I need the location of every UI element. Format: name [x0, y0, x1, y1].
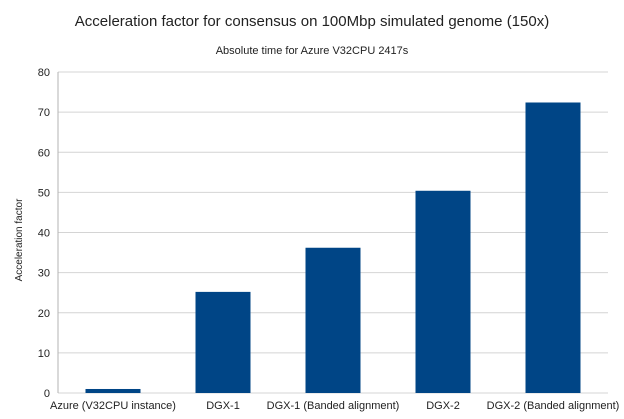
bar-dgx-1-banded-alignment	[305, 247, 361, 393]
y-tick-label: 0	[44, 388, 50, 400]
bar-dgx-2-banded-alignment	[525, 102, 581, 394]
x-tick-label: DGX-1	[206, 400, 240, 412]
y-tick-label: 80	[38, 67, 50, 79]
gridlines	[57, 71, 608, 394]
y-tick-label: 60	[38, 147, 50, 159]
y-tick-label: 50	[38, 187, 50, 199]
y-axis-label: Acceleration factor	[14, 198, 25, 281]
bar-dgx-1	[195, 291, 251, 393]
chart-title: Acceleration factor for consensus on 100…	[75, 13, 549, 30]
x-tick-label: DGX-2 (Banded alignment)	[487, 400, 620, 412]
bar-dgx-2	[415, 190, 471, 393]
bars	[85, 102, 581, 394]
x-tick-label: DGX-1 (Banded alignment)	[267, 400, 400, 412]
y-tick-label: 20	[38, 308, 50, 320]
y-tick-label: 70	[38, 107, 50, 119]
y-tick-label: 40	[38, 228, 50, 240]
chart-subtitle: Absolute time for Azure V32CPU 2417s	[216, 45, 409, 57]
y-tick-label: 30	[38, 268, 50, 280]
x-tick-label: DGX-2	[426, 400, 460, 412]
bar-azure-v32cpu-instance	[85, 388, 141, 393]
y-tick-label: 10	[38, 348, 50, 360]
y-tick-labels: 0 10 20 30 40 50 60 70 80	[38, 67, 50, 400]
x-tick-labels: Azure (V32CPU instance) DGX-1 DGX-1 (Bande…	[50, 400, 619, 412]
x-tick-label: Azure (V32CPU instance)	[50, 400, 176, 412]
